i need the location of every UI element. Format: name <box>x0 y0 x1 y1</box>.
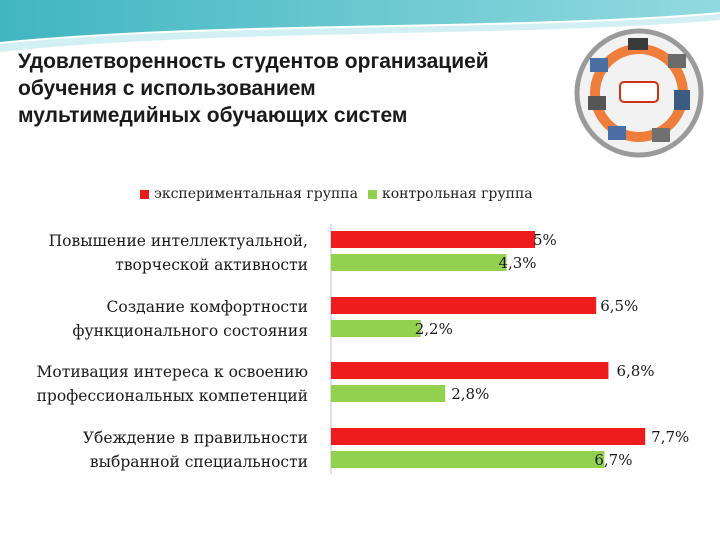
value-label-control: 2,8% <box>451 385 489 403</box>
value-label-experimental: 7,7% <box>651 428 689 446</box>
category-label-line: Повышение интеллектуальной, <box>49 232 308 250</box>
value-label-control: 2,2% <box>415 320 453 338</box>
bar-control <box>331 320 421 337</box>
category-label: Создание комфортности функционального сос… <box>72 298 308 340</box>
value-label-experimental: 6,8% <box>616 362 654 380</box>
bar-experimental <box>331 297 597 314</box>
category-label-line: Создание комфортности <box>107 298 308 316</box>
page-title: Удовлетворенность студентов организацией… <box>18 48 578 129</box>
bar-experimental <box>331 362 609 379</box>
legend-item-experimental: экспериментальная группа <box>140 186 358 202</box>
bar-experimental <box>331 231 535 248</box>
category-label: Повышение интеллектуальной, творческой ак… <box>49 232 308 274</box>
value-label-experimental: 6,5% <box>600 297 638 315</box>
bar-control <box>331 385 446 402</box>
bar-experimental <box>331 428 646 445</box>
category-label-line: функционального состояния <box>72 322 308 340</box>
category-label-line: творческой активности <box>115 256 308 274</box>
title-line-2: обучения с использованием <box>18 77 316 100</box>
multimedia-logo <box>574 28 704 158</box>
title-line-1: Удовлетворенность студентов организацией <box>18 50 489 73</box>
bar-control <box>331 451 605 468</box>
title-line-3: мультимедийных обучающих систем <box>18 104 408 127</box>
category-label-line: Мотивация интереса к освоению <box>37 363 308 381</box>
category-label: Убеждение в правильности выбранной специа… <box>83 429 308 471</box>
legend-swatch-experimental <box>140 189 149 199</box>
bar-control <box>331 254 507 271</box>
chart-legend: экспериментальная группа контрольная гру… <box>140 186 543 202</box>
value-label-control: 4,3% <box>498 254 536 272</box>
legend-item-control: контрольная группа <box>367 186 533 202</box>
value-label-experimental: 5% <box>533 231 557 249</box>
value-label-control: 6,7% <box>594 451 632 469</box>
category-label-line: профессиональных компетенций <box>37 387 308 405</box>
legend-label-experimental: экспериментальная группа <box>154 186 358 202</box>
legend-label-control: контрольная группа <box>381 186 533 202</box>
category-label-line: выбранной специальности <box>90 453 308 471</box>
category-label: Мотивация интереса к освоению профессиона… <box>37 363 308 405</box>
legend-swatch-control <box>367 189 377 199</box>
category-label-line: Убеждение в правильности <box>83 429 308 447</box>
